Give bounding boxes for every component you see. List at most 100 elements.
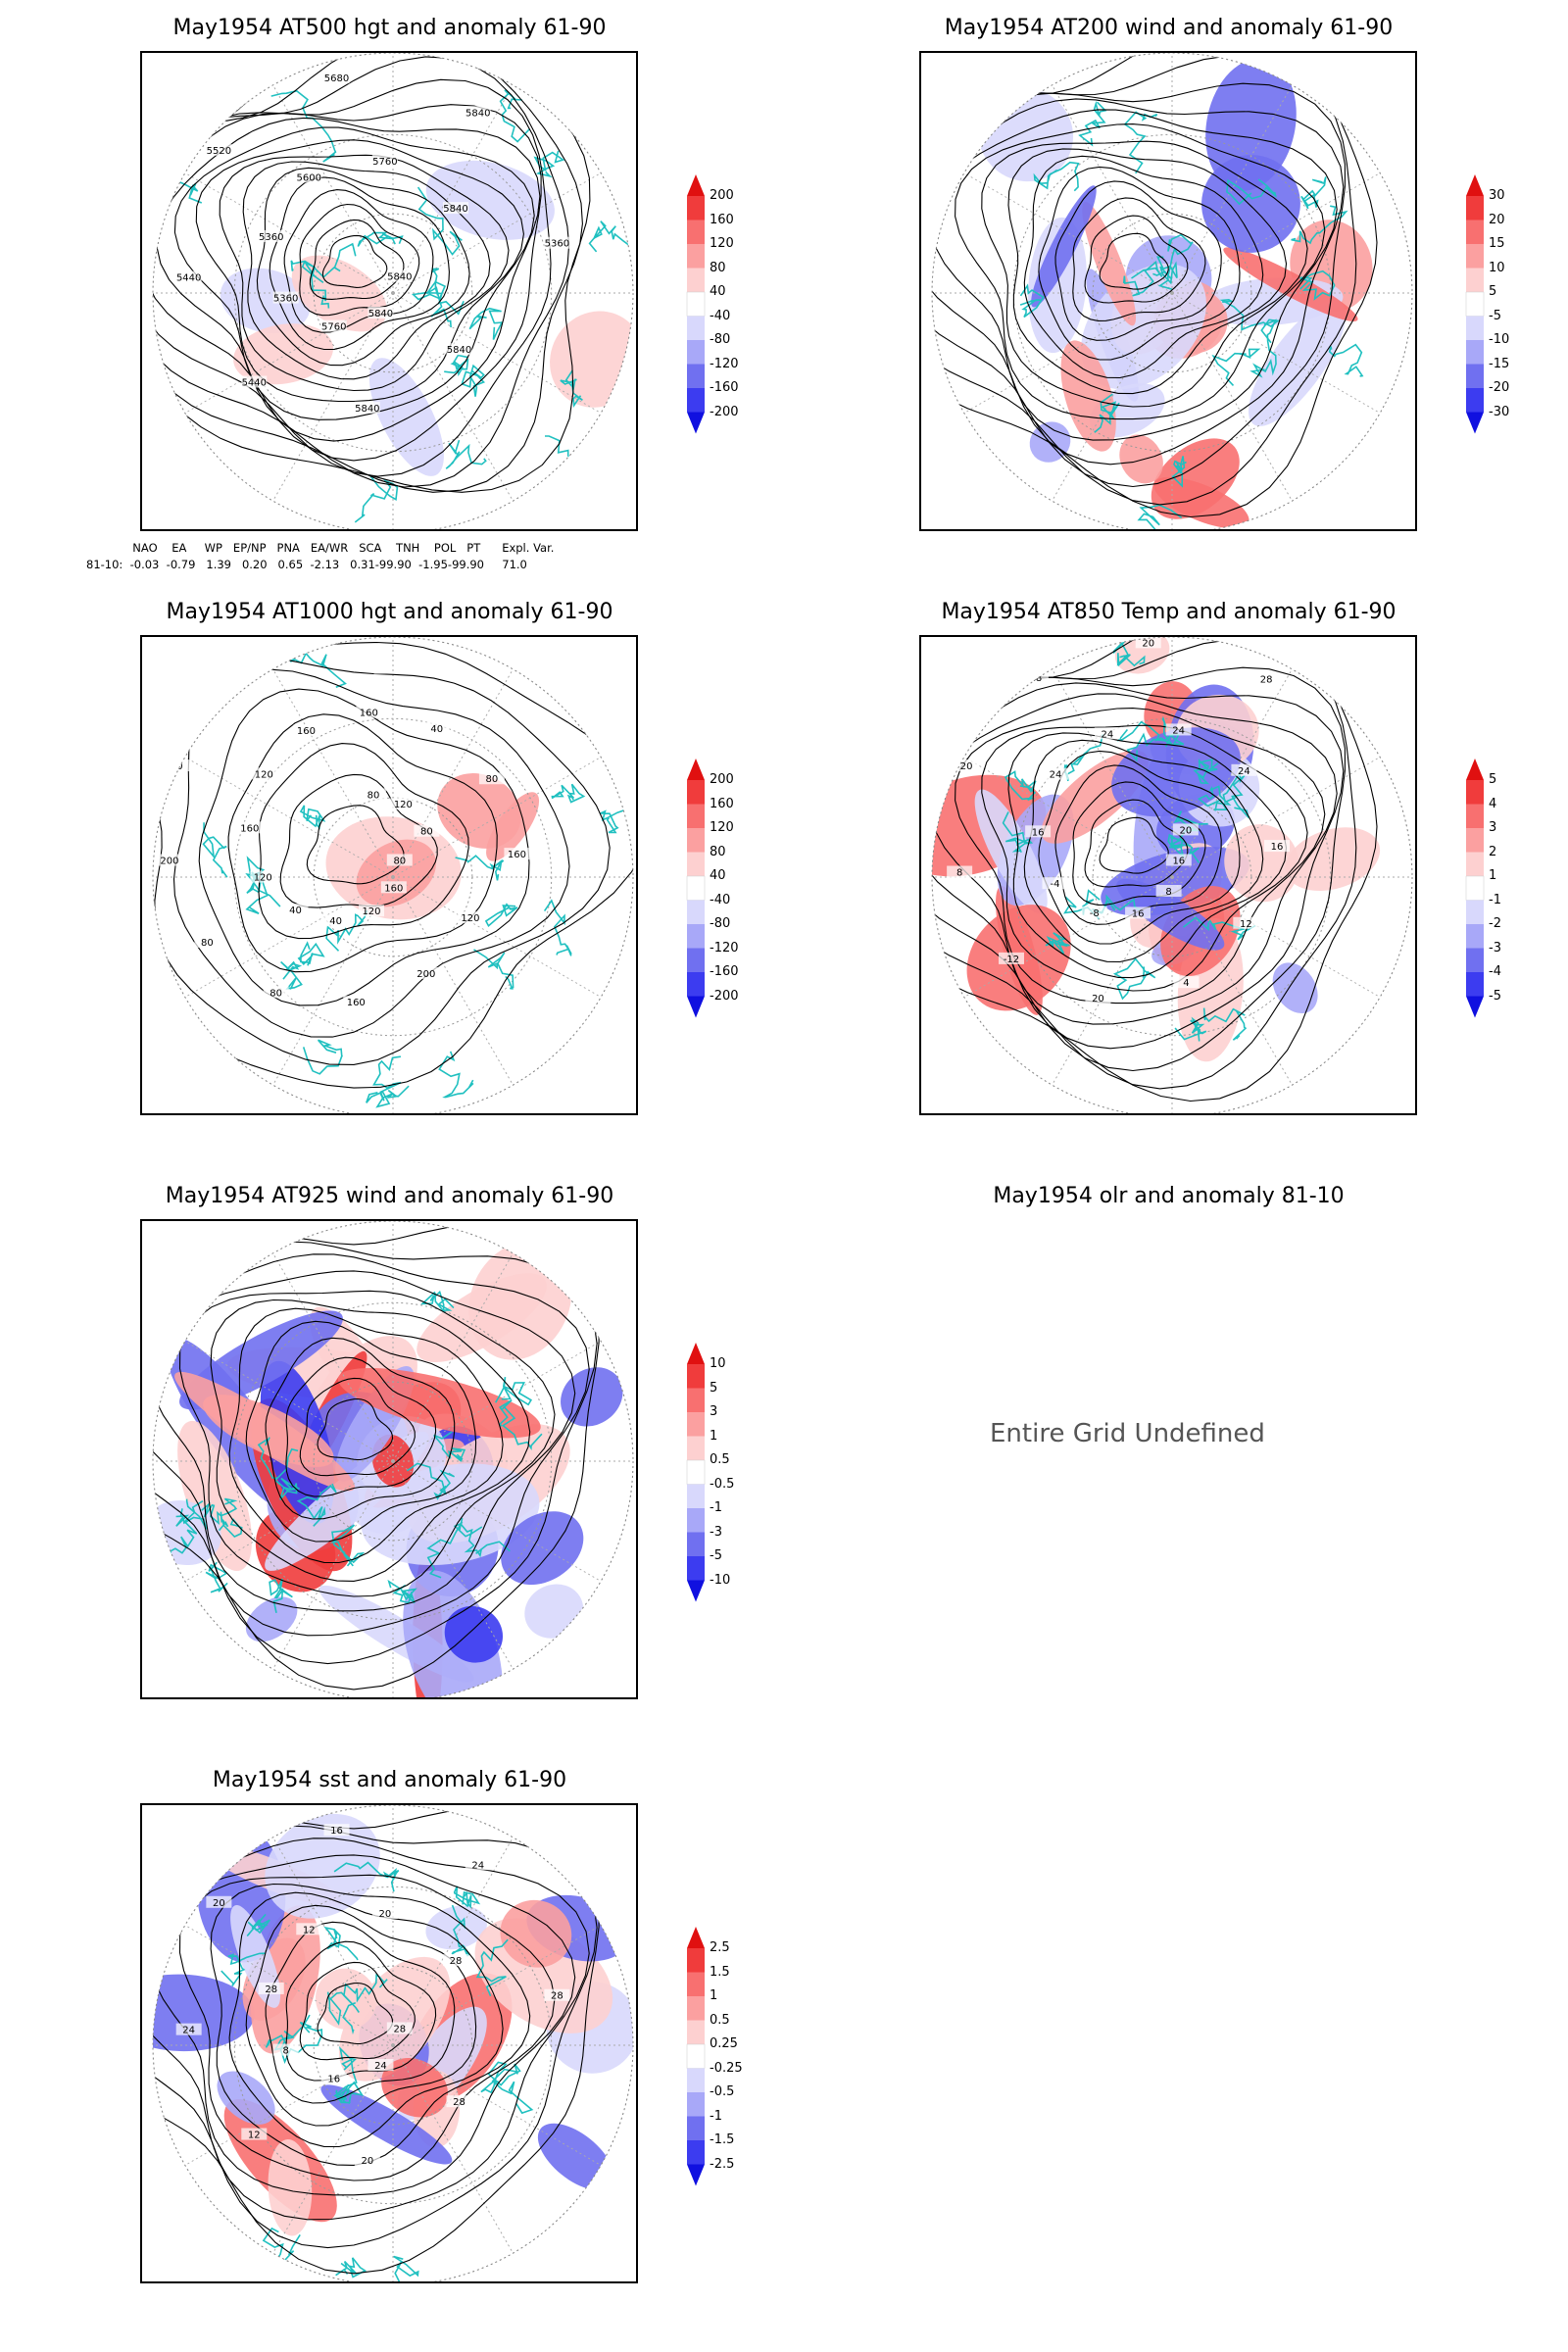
- colorbar-tick-label: -120: [710, 940, 739, 956]
- negative-anomaly-area: [974, 789, 1048, 914]
- undefined-grid-message: Entire Grid Undefined: [990, 1419, 1265, 1448]
- contour-label: 5840: [368, 309, 393, 319]
- negative-anomaly-area: [444, 1605, 504, 1663]
- colorbar-tick-label: -160: [710, 964, 739, 979]
- contour-label: 120: [315, 637, 333, 641]
- panel-title: May1954 AT850 Temp and anomaly 61-90: [941, 600, 1396, 624]
- contour-lines: [932, 53, 1378, 518]
- colorbar-tick-label: 0.5: [710, 1452, 730, 1467]
- colorbar-tick-label: -200: [710, 404, 739, 419]
- negative-anomaly-area: [561, 1367, 623, 1427]
- positive-anomaly-area: [1119, 434, 1163, 484]
- contour-label: 80: [420, 827, 433, 838]
- contour-label: 120: [362, 906, 380, 917]
- colorbar-tick-label: 15: [1489, 236, 1505, 251]
- contour-label: 24: [182, 2026, 195, 2036]
- negative-anomaly-area: [245, 1596, 298, 1642]
- colorbar-tick-label: 3: [1489, 820, 1497, 835]
- contour-label: 28: [551, 1991, 564, 2002]
- colorbar-tick-label: 80: [710, 260, 726, 275]
- positive-anomaly-area: [550, 311, 633, 408]
- contour-label: 5440: [242, 378, 267, 389]
- panel-title: May1954 olr and anomaly 81-10: [993, 1184, 1345, 1208]
- positive-anomaly-area: [1153, 476, 1250, 529]
- contour-label: 24: [1172, 725, 1185, 736]
- contour-lines: [932, 637, 1378, 1102]
- contour-label: -4: [1051, 879, 1060, 890]
- colorbar-tick-label: -30: [1489, 404, 1510, 419]
- colorbar-tick-label: 0.5: [710, 2012, 730, 2028]
- polar-map: 80 120 160 200 120 160 40 80 40 80 120 200 160 80 120 1…: [152, 637, 634, 1113]
- contour-label: 200: [416, 969, 435, 980]
- negative-anomaly-area: [368, 358, 444, 476]
- contour-label: 120: [222, 678, 241, 689]
- colorbar-tick-label: -10: [710, 1572, 731, 1588]
- contour-label: 16: [330, 1826, 343, 1837]
- contour-label: 80: [486, 774, 499, 785]
- contour-label: 160: [297, 726, 316, 737]
- contour-label: 8: [956, 868, 962, 879]
- contour-label: 160: [240, 823, 259, 834]
- contour-label: 12: [303, 1925, 316, 1936]
- negative-anomaly-area: [1031, 185, 1097, 308]
- map-frame: [140, 1219, 638, 1699]
- contour-label: 80: [270, 988, 282, 999]
- map-frame: 28 28 24 20 16 12 8 24 28 20 12 16 20 24 28 28: [140, 1803, 638, 2283]
- colorbar-tick-label: -0.5: [710, 1476, 735, 1492]
- colorbar-tick-label: 4: [1489, 796, 1497, 811]
- positive-anomaly-area: [356, 839, 436, 907]
- colorbar-tick-label: 1: [1489, 868, 1497, 883]
- coastlines: [1019, 100, 1364, 529]
- contour-label: 5680: [324, 74, 349, 84]
- panel-title: May1954 sst and anomaly 61-90: [212, 1768, 567, 1792]
- contour-lines: [153, 53, 591, 493]
- contour-label: 16: [327, 2075, 340, 2085]
- contour-label: 80: [171, 761, 183, 772]
- colorbar-tick-label: -160: [710, 380, 739, 395]
- colorbar-tick-label: 20: [1489, 212, 1505, 227]
- contour-label: 120: [254, 873, 272, 884]
- colorbar-tick-label: 5: [710, 1380, 718, 1396]
- polar-map: 28 28 24 20 16 12 8 24 28 20 12 16 20 24 28 28: [152, 1805, 634, 2281]
- colorbar: [686, 1341, 706, 1619]
- contour-label: 16: [1132, 908, 1145, 919]
- positive-anomaly-area: [1223, 247, 1358, 321]
- contour-label: 40: [430, 724, 443, 735]
- map-frame: 5840 5840 5840 5840 5760 5440 5360 5440 5360 5520…: [140, 51, 638, 531]
- positive-anomaly-area: [468, 1242, 572, 1360]
- negative-anomaly-area: [217, 2071, 275, 2125]
- colorbar-tick-label: 160: [710, 796, 734, 811]
- negative-anomaly-area: [524, 1584, 584, 1639]
- contour-label: 28: [393, 2024, 406, 2034]
- contour-label: 5840: [387, 271, 412, 282]
- colorbar-tick-label: -2.5: [710, 2156, 735, 2172]
- contour-label: 20: [378, 1909, 391, 1920]
- coastlines: [168, 1290, 543, 1613]
- negative-anomaly-area: [1205, 58, 1297, 191]
- contour-label: 5360: [273, 294, 298, 305]
- positive-anomaly-area: [381, 2058, 448, 2118]
- contour-label: 20: [361, 2156, 373, 2167]
- colorbar: [686, 757, 706, 1035]
- coastlines: [202, 638, 633, 1108]
- positive-anomaly-area: [500, 1899, 572, 1968]
- colorbar-tick-label: 2: [1489, 844, 1497, 859]
- map-frame: [919, 51, 1417, 531]
- colorbar-tick-label: -80: [710, 332, 731, 347]
- colorbar-tick-label: -3: [1489, 940, 1501, 956]
- contour-label: 28: [1260, 675, 1273, 686]
- colorbar-tick-label: -20: [1489, 380, 1510, 395]
- contour-label: 8: [282, 2046, 288, 2057]
- negative-anomaly-area: [425, 160, 555, 240]
- contour-label: 24: [374, 2061, 387, 2072]
- positive-anomaly-area: [437, 773, 521, 849]
- colorbar-tick-label: 200: [710, 188, 734, 203]
- contour-label: 160: [360, 709, 378, 719]
- colorbar-tick-label: 3: [710, 1404, 718, 1419]
- panel-title: May1954 AT1000 hgt and anomaly 61-90: [166, 600, 613, 624]
- colorbar-tick-label: 1.5: [710, 1964, 730, 1980]
- colorbar-tick-label: 40: [710, 868, 726, 883]
- colorbar-tick-label: -120: [710, 356, 739, 371]
- colorbar-tick-label: 10: [710, 1356, 726, 1371]
